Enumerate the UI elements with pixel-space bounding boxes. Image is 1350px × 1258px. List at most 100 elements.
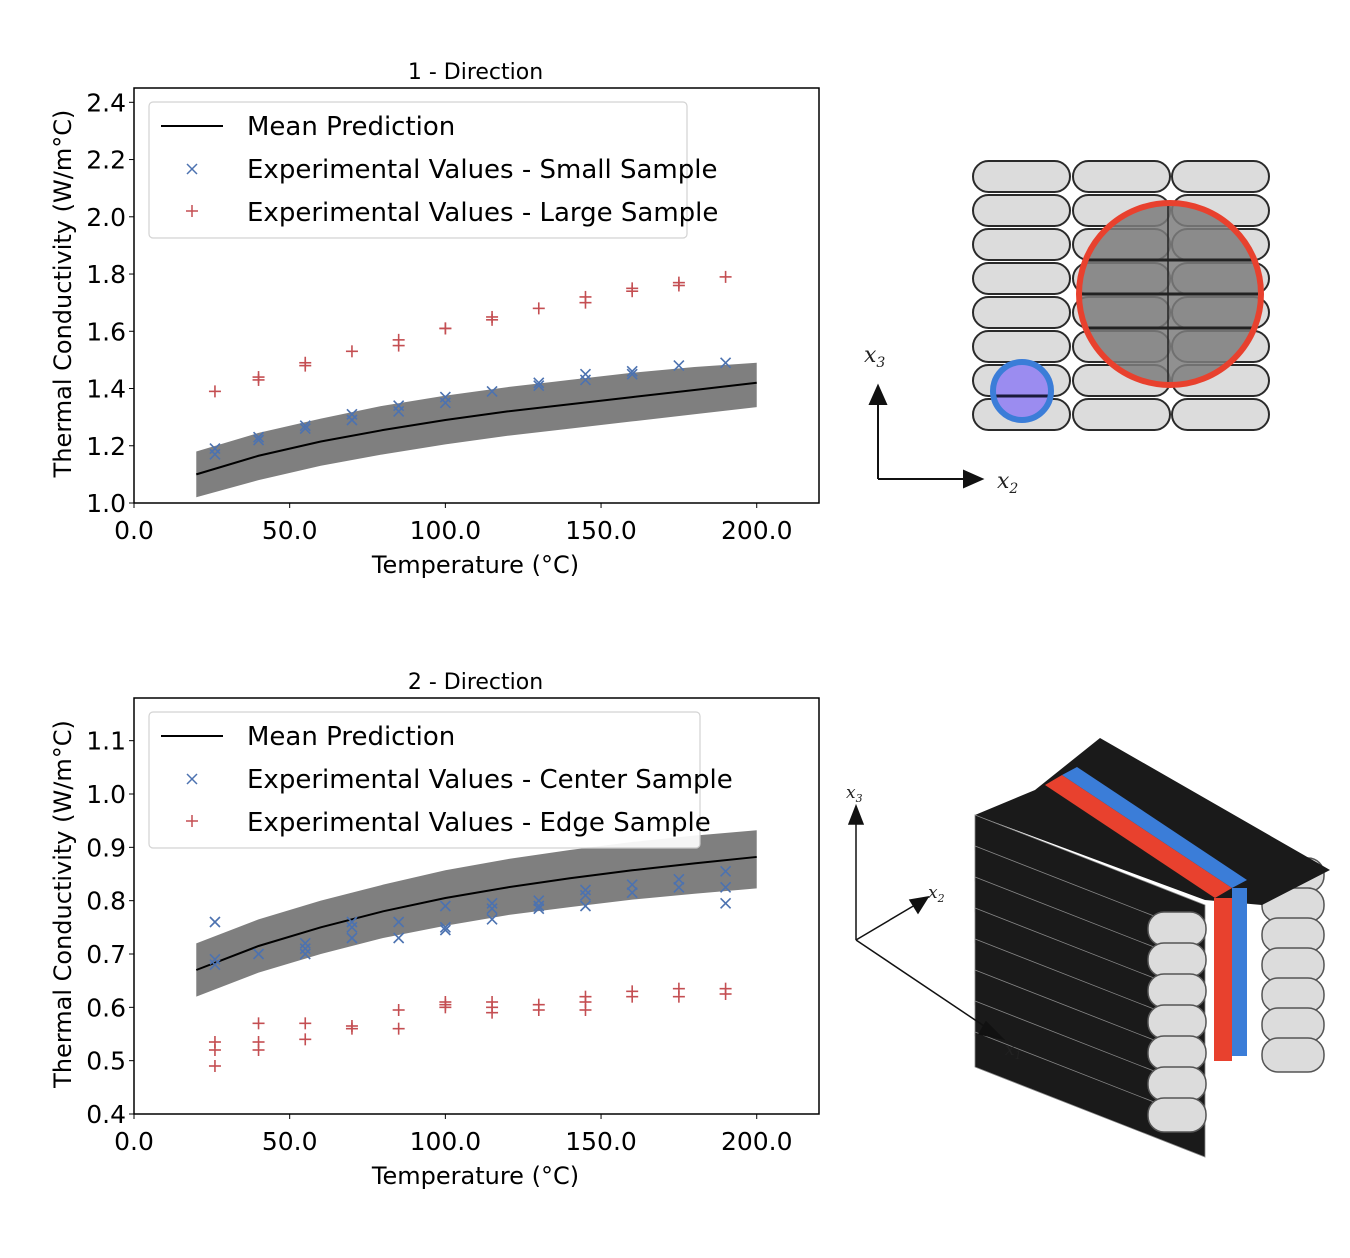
y-tick-label: 1.6 [86,317,126,346]
plus-marker-point [672,990,685,1003]
x-marker-point [209,448,221,460]
axes-arrows-top [868,383,985,489]
plus-marker-point [345,345,358,358]
fiber-tow [1171,398,1270,431]
legend: Mean Prediction Experimental Values - Sma… [148,101,718,239]
legend-box [148,101,688,239]
fiber-tow [972,330,1071,363]
plus-marker-point [392,333,405,346]
fiber-end-cap [1147,1004,1207,1040]
x-tick-label: 100.0 [410,1127,482,1156]
legend-label-series-2: Experimental Values - Large Sample [247,198,718,228]
plus-marker-point [208,1060,221,1072]
legend-label-series-1: Experimental Values - Center Sample [247,765,733,795]
chart-title: 1 - Direction [408,60,543,85]
x-marker-point [486,903,498,915]
small-sample-region [990,359,1054,423]
fiber-end-cap [1147,973,1207,1009]
x-marker-point [346,921,358,933]
plus-marker-point [299,1017,312,1030]
axis-label-x2-bottom: x2 [928,883,945,905]
x-marker-point [439,924,451,936]
fiber-layer [974,1031,1206,1158]
plus-marker-point [719,270,732,283]
legend-box [148,711,701,849]
y-tick-label: 1.2 [86,432,126,461]
x-marker-point [299,943,311,955]
x-marker-point [393,400,405,412]
x-axis-label: Temperature (°C) [371,551,579,579]
x-tick-label: 50.0 [262,1127,318,1156]
x-marker-point [720,897,732,909]
x-marker-point [626,887,638,899]
x-tick-label: 0.0 [114,1127,154,1156]
plus-marker-point [579,290,592,303]
x-marker-point [720,357,732,369]
x-marker-point [393,932,405,944]
x-tick-label: 50.0 [262,516,318,545]
fiber-end-cap [1261,1007,1325,1043]
plus-marker-point [439,1001,452,1014]
plus-marker-point [252,371,265,384]
x-tick-label: 200.0 [721,516,793,545]
legend-plus-icon [186,815,198,827]
plus-marker-point [626,282,639,295]
x-marker-point [393,916,405,928]
axis-label-x1-bottom: x1 [1005,1040,1022,1062]
legend-label-mean: Mean Prediction [247,112,455,142]
y-tick-label: 2.0 [86,203,126,232]
fiber-tow [972,296,1071,329]
y-tick-label: 0.4 [86,1100,126,1129]
fiber-tow [972,160,1071,193]
axes-arrows-bottom [847,803,1006,1041]
y-tick-label: 0.5 [86,1047,126,1076]
legend-label-mean: Mean Prediction [247,722,455,752]
x-marker-point [486,897,498,909]
x-marker-point [673,881,685,893]
y-tick-label: 1.0 [86,780,126,809]
x-marker-point [252,948,265,960]
x-marker-point [346,408,358,420]
plus-marker-point [252,1044,265,1056]
fiber-tow [972,228,1071,261]
blue-strip-side [1232,888,1247,1056]
fiber-tow [1072,398,1171,431]
legend-label-series-1: Experimental Values - Small Sample [247,155,717,185]
x-marker-point [486,913,498,925]
x-marker-point [673,360,685,372]
plus-marker-point [672,276,685,289]
chart-2-direction: 0.0 50.0 100.0 150.0 200.0 0.4 0.5 0.6 0.7 0.8 0.9… [49,670,820,1190]
fiber-end-cap [1261,977,1325,1013]
chart-1-direction: 0.0 50.0 100.0 150.0 200.0 1.0 1.2 1.4 1.6 1.8 2.0… [49,60,820,579]
x-marker-point [209,916,221,928]
legend-x-icon [186,163,198,175]
x-marker-point [626,365,638,377]
fiber-tow [1171,160,1270,193]
x-tick-label: 0.0 [114,516,154,545]
x-marker-point [346,916,358,928]
y-tick-label: 1.0 [86,489,126,518]
fiber-end-cap [1147,942,1207,978]
plus-marker-point [626,990,639,1003]
x-marker-point [579,368,592,380]
x-marker-point [439,391,451,403]
blue-strip-top [1062,767,1247,888]
axis-label-x2-top: x2 [997,469,1018,497]
confidence-band [196,830,757,997]
plot-frame [133,697,820,1115]
plus-marker-point [486,1006,499,1019]
y-tick-label: 1.1 [86,727,126,756]
x-marker-point [673,873,685,885]
x-marker-point [579,884,592,896]
x-marker-point [439,921,451,933]
y-tick-label: 1.8 [86,260,126,289]
y-axis-label: Thermal Conductivity (W/m°C) [49,110,77,479]
y-tick-label: 2.2 [86,146,126,175]
x-marker-point [299,948,311,960]
fiber-end-cap [1147,1097,1207,1133]
fiber-end-cap [1261,917,1325,953]
plus-marker-point [486,310,499,323]
axis-label-x3-bottom: x3 [846,783,863,805]
plus-marker-point [532,1004,545,1016]
fiber-tow [972,194,1071,227]
